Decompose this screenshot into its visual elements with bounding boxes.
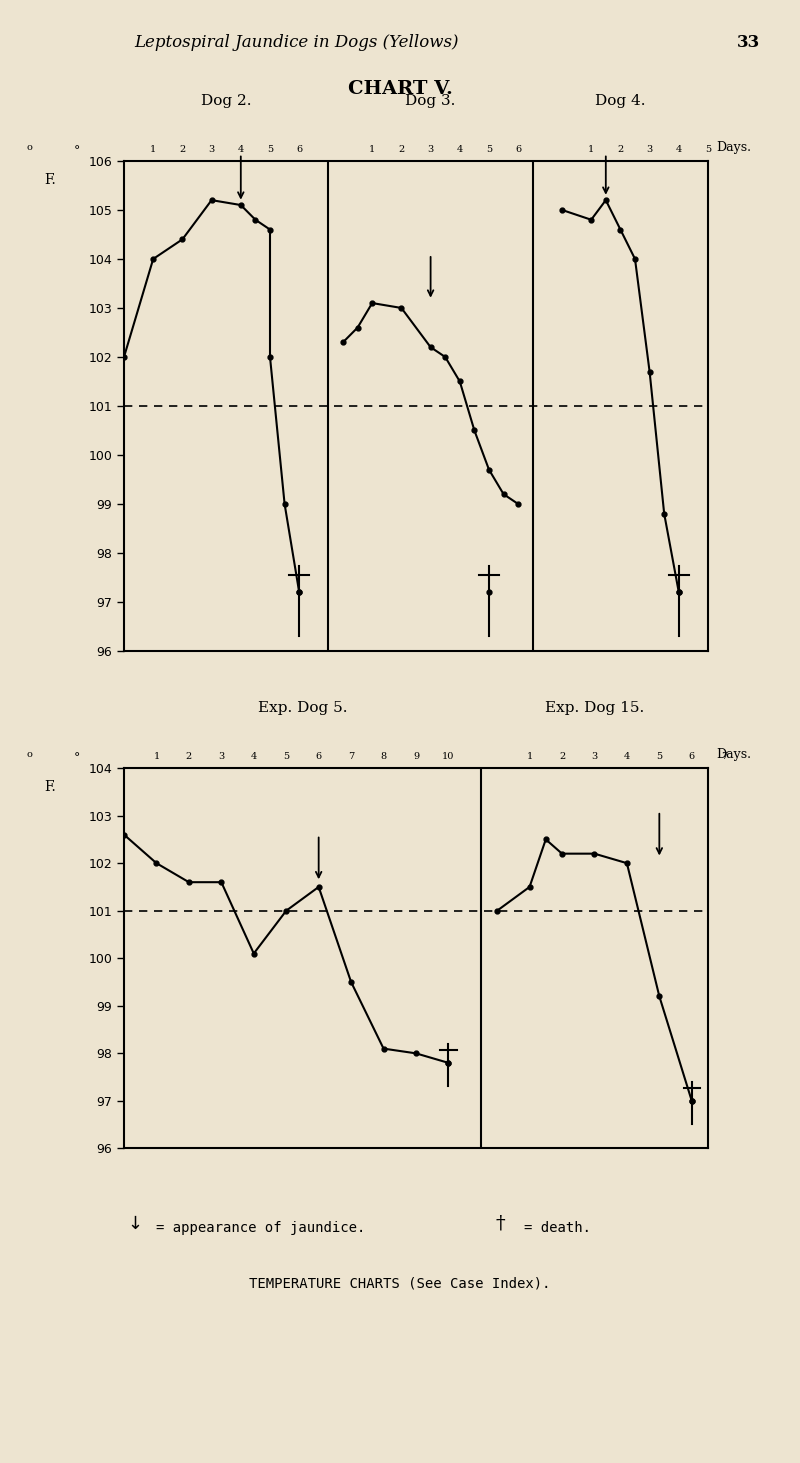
Text: 10: 10 bbox=[442, 752, 454, 761]
Text: CHART V.: CHART V. bbox=[347, 80, 453, 98]
Text: 1: 1 bbox=[526, 752, 533, 761]
Text: Leptospiral Jaundice in Dogs (Yellows): Leptospiral Jaundice in Dogs (Yellows) bbox=[134, 34, 458, 51]
Text: Dog 2.: Dog 2. bbox=[201, 94, 251, 108]
Text: = death.: = death. bbox=[524, 1220, 591, 1235]
Text: 8: 8 bbox=[381, 752, 386, 761]
Text: 5: 5 bbox=[267, 145, 273, 154]
Text: o: o bbox=[26, 143, 32, 152]
Text: 4: 4 bbox=[676, 145, 682, 154]
Text: °: ° bbox=[74, 145, 80, 158]
Text: 5: 5 bbox=[486, 145, 492, 154]
Text: †: † bbox=[496, 1214, 506, 1233]
Text: 4: 4 bbox=[250, 752, 257, 761]
Text: 3: 3 bbox=[209, 145, 214, 154]
Text: 2: 2 bbox=[186, 752, 192, 761]
Text: 5: 5 bbox=[283, 752, 290, 761]
Text: 1: 1 bbox=[369, 145, 375, 154]
Text: 33: 33 bbox=[737, 34, 760, 51]
Text: 5: 5 bbox=[656, 752, 662, 761]
Text: 4: 4 bbox=[624, 752, 630, 761]
Text: 4: 4 bbox=[238, 145, 244, 154]
Text: $\downarrow$: $\downarrow$ bbox=[124, 1214, 141, 1233]
Text: 7: 7 bbox=[348, 752, 354, 761]
Text: 6: 6 bbox=[316, 752, 322, 761]
Text: 3: 3 bbox=[591, 752, 598, 761]
Text: 7: 7 bbox=[721, 752, 727, 761]
Text: 5: 5 bbox=[705, 145, 711, 154]
Text: Days.: Days. bbox=[716, 748, 751, 761]
Text: 2: 2 bbox=[618, 145, 623, 154]
Text: o: o bbox=[26, 751, 32, 759]
Text: 4: 4 bbox=[457, 145, 463, 154]
Text: 9: 9 bbox=[413, 752, 419, 761]
Text: 3: 3 bbox=[427, 145, 434, 154]
Text: 1: 1 bbox=[154, 752, 159, 761]
Text: Days.: Days. bbox=[716, 140, 751, 154]
Text: Exp. Dog 5.: Exp. Dog 5. bbox=[258, 701, 347, 715]
Text: °: ° bbox=[74, 752, 80, 765]
Text: 6: 6 bbox=[515, 145, 522, 154]
Text: = appearance of jaundice.: = appearance of jaundice. bbox=[156, 1220, 366, 1235]
Text: Exp. Dog 15.: Exp. Dog 15. bbox=[545, 701, 644, 715]
Text: TEMPERATURE CHARTS (See Case Index).: TEMPERATURE CHARTS (See Case Index). bbox=[250, 1276, 550, 1290]
Text: 1: 1 bbox=[588, 145, 594, 154]
Text: 3: 3 bbox=[646, 145, 653, 154]
Text: 1: 1 bbox=[150, 145, 156, 154]
Text: F.: F. bbox=[44, 780, 56, 794]
Text: F.: F. bbox=[44, 173, 56, 187]
Text: 2: 2 bbox=[559, 752, 565, 761]
Text: 3: 3 bbox=[218, 752, 225, 761]
Text: 6: 6 bbox=[689, 752, 695, 761]
Text: Dog 3.: Dog 3. bbox=[406, 94, 456, 108]
Text: Dog 4.: Dog 4. bbox=[595, 94, 646, 108]
Text: 2: 2 bbox=[398, 145, 405, 154]
Text: 2: 2 bbox=[179, 145, 186, 154]
Text: 6: 6 bbox=[296, 145, 302, 154]
